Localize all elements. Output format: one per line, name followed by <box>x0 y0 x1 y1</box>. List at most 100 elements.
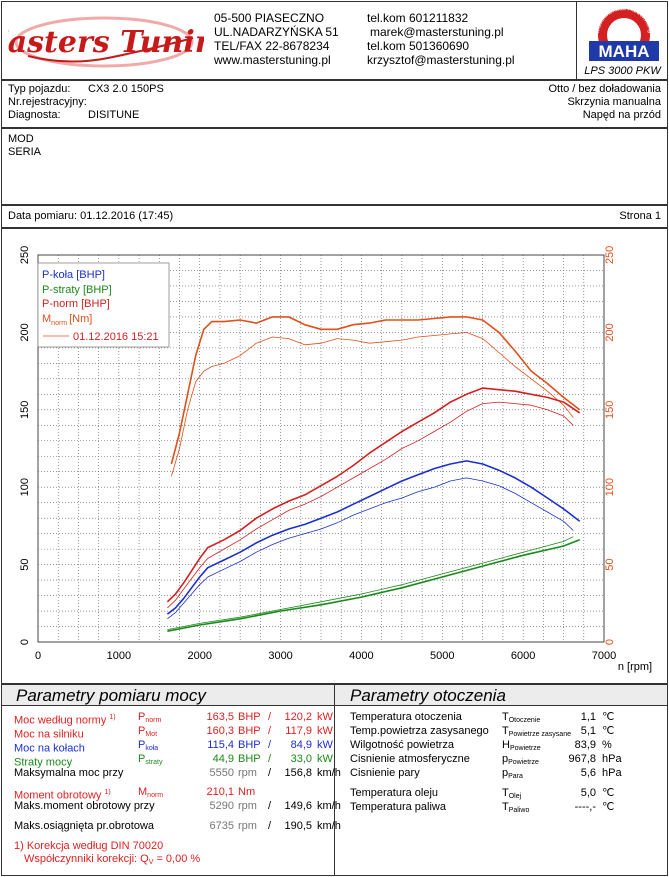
row-label: Maks.osiągnięta pr.obrotowa <box>14 820 155 832</box>
row-sep: / <box>268 725 272 737</box>
row-symbol: TOtoczenie <box>502 711 541 724</box>
row-v1: 5550 <box>209 767 234 779</box>
row-symbol: Mnorm <box>138 786 164 799</box>
correction-factor: Współczynniki korekcji: QV = 0,00 % <box>24 853 201 866</box>
row-u1: rpm <box>238 800 257 812</box>
row-sep: / <box>268 739 272 751</box>
row-v1: 160,3 <box>206 725 234 737</box>
x-axis-label: n [rpm] <box>618 661 652 673</box>
row-unit: ℃ <box>602 801 615 813</box>
reg-label: Nr.rejestracyjny: <box>8 96 87 108</box>
series-line <box>166 460 581 615</box>
row-symbol: Pnorm <box>138 711 162 724</box>
series-line <box>171 332 574 477</box>
note-line: SERIA <box>8 146 42 158</box>
row-value: ----,- <box>574 801 596 813</box>
env-body-box <box>334 705 668 876</box>
chart-box <box>1 228 668 684</box>
row-v1: 5290 <box>209 800 234 812</box>
maha-brand: MAHA <box>599 42 650 61</box>
y-tick-label-right: 50 <box>604 558 616 570</box>
row-sep: / <box>268 711 272 723</box>
row-label: Maksymalna moc przy <box>14 767 124 779</box>
type-value: CX3 2.0 150PS <box>88 83 164 95</box>
row-symbol: PMot <box>138 725 158 738</box>
y-tick-label-right: 150 <box>604 401 616 419</box>
vehicle-box <box>1 80 668 128</box>
row-v1: 210,1 <box>206 786 234 798</box>
type-label: Typ pojazdu: <box>8 83 71 95</box>
notes-box <box>1 128 668 205</box>
row-label: Moc na silniku <box>14 728 84 741</box>
row-label: Cisnienie atmosferyczne <box>350 753 470 765</box>
legend-wheel: P-koła [BHP] <box>42 269 105 281</box>
dyno-chart: 0 1000 2000 3000 4000 5000 6000 700005010015020… <box>19 246 652 673</box>
note-line: MOD <box>8 133 34 145</box>
maha-model: LPS 3000 PKW <box>584 65 661 77</box>
row-label: Moc na kołach <box>14 742 85 755</box>
logo-text: Masters Tuning <box>8 25 204 60</box>
row-sep: / <box>268 820 272 832</box>
y-tick-label-right: 250 <box>604 246 616 264</box>
gearbox-type: Skrzynia manualna <box>567 96 661 108</box>
row-unit: ℃ <box>602 725 615 737</box>
row-label: Moment obrotowy 1) <box>14 789 111 802</box>
vehicle-specs: Otto / bez doładowania Skrzynia manualna… <box>548 83 661 122</box>
y-tick-label-left: 150 <box>19 401 31 419</box>
row-v1: 163,5 <box>206 711 234 723</box>
address-line: UL.NADARZYŃSKA 51 <box>214 25 339 39</box>
y-tick-label-left: 200 <box>19 323 31 341</box>
series-line <box>167 539 580 632</box>
series-line <box>166 387 581 603</box>
x-tick-label: 7000 <box>592 650 616 662</box>
row-label: Temperatura paliwa <box>350 801 446 813</box>
row-unit: hPa <box>602 767 622 779</box>
row-unit: ℃ <box>602 711 615 723</box>
x-tick-label: 4000 <box>349 650 373 662</box>
row-v2: 117,9 <box>285 725 312 737</box>
contact-line: tel.kom 501360690 <box>367 39 470 53</box>
contact-line: marek@masterstuning.pl <box>370 25 504 39</box>
row-symbol: Pkoła <box>138 739 159 752</box>
address-block: 05-500 PIASECZNO UL.NADARZYŃSKA 51 TEL/F… <box>214 11 364 67</box>
row-u1: rpm <box>238 767 257 779</box>
series-line <box>167 536 574 630</box>
row-label: Temperatura oleju <box>350 787 439 799</box>
correction-footnote: 1) Korekcja według DIN 70020 <box>14 840 164 852</box>
row-unit: ℃ <box>602 787 615 799</box>
row-symbol: TPaliwo <box>502 801 530 814</box>
chart-legend: P-koła [BHP] P-straty [BHP] P-norm [BHP]… <box>37 262 170 348</box>
y-tick-label-left: 250 <box>19 246 31 264</box>
drive-type: Napęd na przód <box>582 109 661 121</box>
legend-torque: Mnorm [Nm] <box>42 313 92 327</box>
row-label: Straty mocy <box>14 756 73 769</box>
row-symbol: pPowietrze <box>502 753 539 766</box>
env-title: Parametry otoczenia <box>350 686 506 705</box>
row-v2: 120,2 <box>284 711 312 723</box>
chart-series <box>166 316 581 632</box>
legend-norm: P-norm [BHP] <box>42 298 110 310</box>
maha-logo: Maschinenbau Haldenwang MAHA <box>585 5 663 63</box>
logo-graphic: Masters Tuning <box>0 16 238 68</box>
y-tick-label-left: 0 <box>19 639 31 645</box>
row-symbol: TOlej <box>502 787 522 800</box>
row-v1: 6735 <box>209 820 234 832</box>
params-title: Parametry pomiaru mocy <box>16 686 206 705</box>
row-v2: 149,6 <box>284 800 312 812</box>
row-symbol: pPara <box>502 767 523 780</box>
row-sep: / <box>268 800 272 812</box>
row-sep: / <box>268 767 272 779</box>
y-tick-label-right: 200 <box>604 323 616 341</box>
row-u1: BHP <box>238 725 261 737</box>
row-label: Cisnienie pary <box>350 767 420 779</box>
series-line <box>170 316 581 465</box>
engine-type: Otto / bez doładowania <box>548 83 661 95</box>
y-tick-label-right: 0 <box>604 639 616 645</box>
row-u2: kW <box>317 725 333 737</box>
row-v2: 190,5 <box>284 820 312 832</box>
x-tick-label: 0 <box>35 650 41 662</box>
row-label: Maks.moment obrotowy przy <box>14 800 155 812</box>
row-v1: 44,9 <box>212 753 234 765</box>
company-logo: Masters Tuning <box>0 8 238 72</box>
row-value: 5,0 <box>580 787 596 799</box>
